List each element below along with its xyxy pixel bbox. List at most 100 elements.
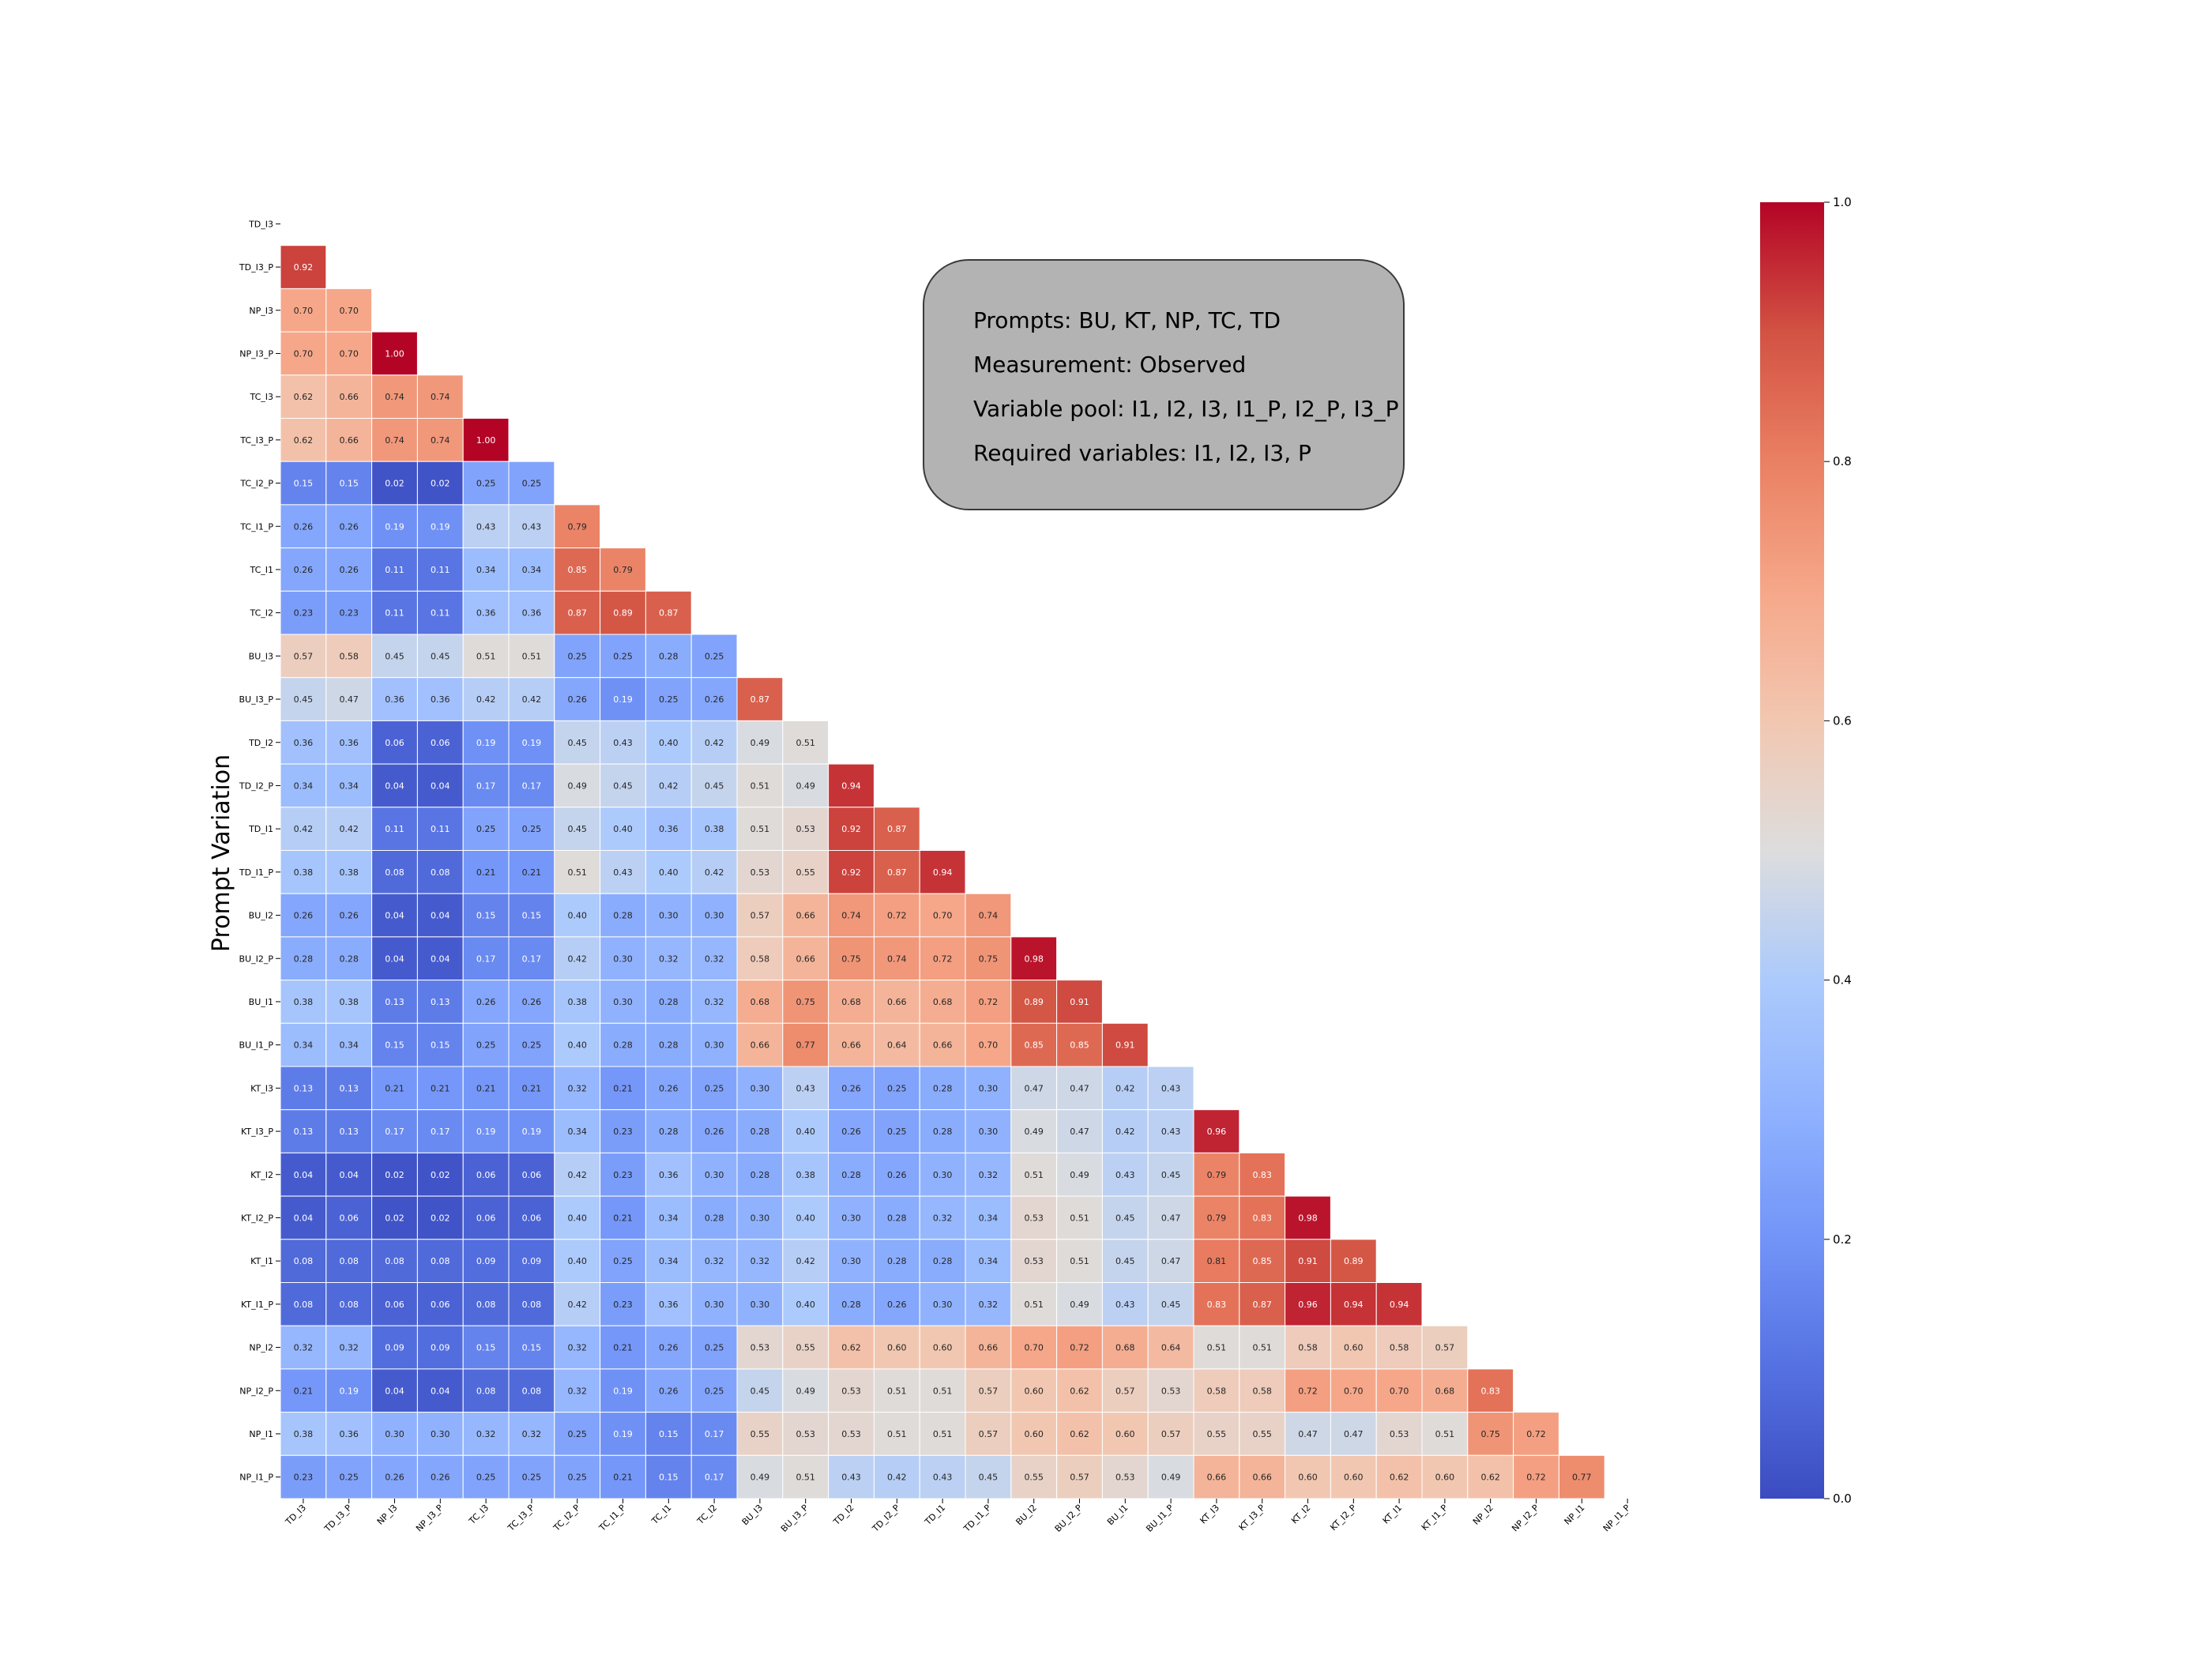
x-tick-label: TC_I2: [694, 1503, 719, 1527]
cell-value-label: 0.45: [1161, 1300, 1181, 1310]
cell-value-label: 0.43: [933, 1473, 953, 1483]
cell-value-label: 0.11: [431, 824, 450, 834]
heatmap-cell: [416, 1022, 464, 1067]
cell-value-label: 0.26: [339, 521, 359, 532]
cell-value-label: 0.42: [705, 738, 724, 748]
cell-value-label: 0.58: [339, 651, 359, 661]
heatmap-cell: [508, 1368, 555, 1413]
cell-value-label: 0.32: [567, 1343, 587, 1353]
cell-value-label: 0.51: [796, 1473, 815, 1483]
heatmap-cell: [371, 418, 418, 462]
y-tick-label: NP_I2: [249, 1343, 273, 1353]
cell-value-label: 0.70: [933, 911, 953, 921]
cell-value-label: 0.57: [294, 651, 314, 661]
heatmap-cell: [873, 1022, 920, 1067]
cell-value-label: 0.62: [1480, 1473, 1500, 1483]
cell-value-label: 0.43: [613, 867, 633, 878]
cell-value-label: 0.43: [1115, 1170, 1135, 1180]
cell-value-label: 0.19: [476, 1127, 496, 1137]
cell-value-label: 0.19: [613, 1429, 633, 1439]
cell-value-label: 0.25: [522, 479, 542, 489]
heatmap-cell: [462, 763, 510, 808]
colorbar-tick-label: 0.6: [1833, 713, 1852, 728]
heatmap-cell: [416, 720, 464, 765]
heatmap-cell: [919, 1195, 966, 1240]
cell-value-label: 0.21: [613, 1213, 633, 1223]
heatmap-cell: [508, 1454, 555, 1499]
info-required-variables: Required variables: I1, I2, I3, P: [973, 440, 1311, 466]
heatmap-cell: [554, 1325, 601, 1370]
cell-value-label: 0.26: [339, 911, 359, 921]
heatmap-cell: [600, 1239, 646, 1284]
cell-value-label: 0.36: [659, 1300, 679, 1310]
heatmap-cell: [280, 980, 327, 1024]
x-tick-label: KT_I2_P: [1328, 1503, 1358, 1533]
cell-value-label: 0.40: [796, 1300, 815, 1310]
cell-value-label: 0.19: [339, 1386, 359, 1396]
heatmap-cell: [508, 1412, 555, 1456]
heatmap-cell: [554, 1066, 601, 1111]
heatmap-cell: [600, 1066, 646, 1111]
heatmap-cell: [508, 590, 555, 635]
cell-value-label: 0.36: [659, 1170, 679, 1180]
cell-value-label: 0.15: [659, 1473, 679, 1483]
cell-value-label: 0.51: [1024, 1170, 1044, 1180]
heatmap-cell: [1239, 1239, 1286, 1284]
cell-value-label: 0.42: [567, 1170, 587, 1180]
heatmap-cell: [965, 1109, 1012, 1153]
cell-value-label: 0.28: [705, 1213, 724, 1223]
cell-value-label: 0.02: [431, 479, 450, 489]
heatmap-cell: [416, 1454, 464, 1499]
cell-value-label: 0.53: [750, 867, 770, 878]
cell-value-label: 0.34: [979, 1213, 999, 1223]
cell-value-label: 0.72: [933, 954, 953, 964]
heatmap-cell: [600, 1454, 646, 1499]
heatmap-cell: [416, 1239, 464, 1284]
heatmap-cell: [828, 1368, 875, 1413]
cell-value-label: 0.04: [385, 781, 404, 791]
y-tick-label: NP_I1: [249, 1429, 273, 1439]
heatmap-cell: [416, 850, 464, 894]
heatmap-cell: [919, 1325, 966, 1370]
cell-value-label: 0.30: [841, 1213, 861, 1223]
cell-value-label: 0.11: [385, 565, 404, 575]
cell-value-label: 0.70: [294, 348, 314, 359]
cell-value-label: 0.42: [476, 694, 496, 705]
cell-value-label: 0.06: [522, 1170, 542, 1180]
x-tick-label: TD_I3: [283, 1503, 308, 1528]
heatmap-cell: [1375, 1282, 1423, 1326]
heatmap-cell: [508, 1022, 555, 1067]
heatmap-cell: [690, 1454, 738, 1499]
cell-value-label: 0.62: [841, 1343, 861, 1353]
heatmap-cell: [554, 893, 601, 938]
heatmap-cell: [736, 1412, 784, 1456]
cell-value-label: 0.36: [431, 694, 450, 705]
cell-value-label: 0.43: [476, 521, 496, 532]
cell-value-label: 0.19: [522, 738, 542, 748]
heatmap-cell: [873, 1412, 920, 1456]
cell-value-label: 0.21: [476, 1083, 496, 1093]
info-measurement: Measurement: Observed: [973, 352, 1247, 378]
heatmap-cell: [873, 850, 920, 894]
heatmap-cell: [600, 1282, 646, 1326]
heatmap-cell: [371, 331, 418, 376]
cell-value-label: 0.21: [613, 1473, 633, 1483]
heatmap-cell: [280, 1325, 327, 1370]
y-axis-label: Prompt Variation: [208, 754, 235, 952]
heatmap-cell: [508, 720, 555, 765]
heatmap-cell: [1193, 1239, 1240, 1284]
cell-value-label: 0.26: [476, 997, 496, 1007]
cell-value-label: 0.74: [887, 954, 907, 964]
cell-value-label: 0.32: [933, 1213, 953, 1223]
heatmap-cell: [645, 1325, 692, 1370]
cell-value-label: 0.26: [385, 1473, 404, 1483]
cell-value-label: 0.28: [659, 651, 679, 661]
y-tick-label: TD_I2_P: [239, 781, 273, 791]
heatmap-cell: [736, 1325, 784, 1370]
cell-value-label: 0.47: [1070, 1083, 1089, 1093]
cell-value-label: 0.89: [1344, 1256, 1364, 1266]
cell-value-label: 0.53: [1161, 1386, 1181, 1396]
cell-value-label: 0.32: [750, 1256, 770, 1266]
cell-value-label: 0.51: [567, 867, 587, 878]
heatmap-cell: [1147, 1412, 1194, 1456]
